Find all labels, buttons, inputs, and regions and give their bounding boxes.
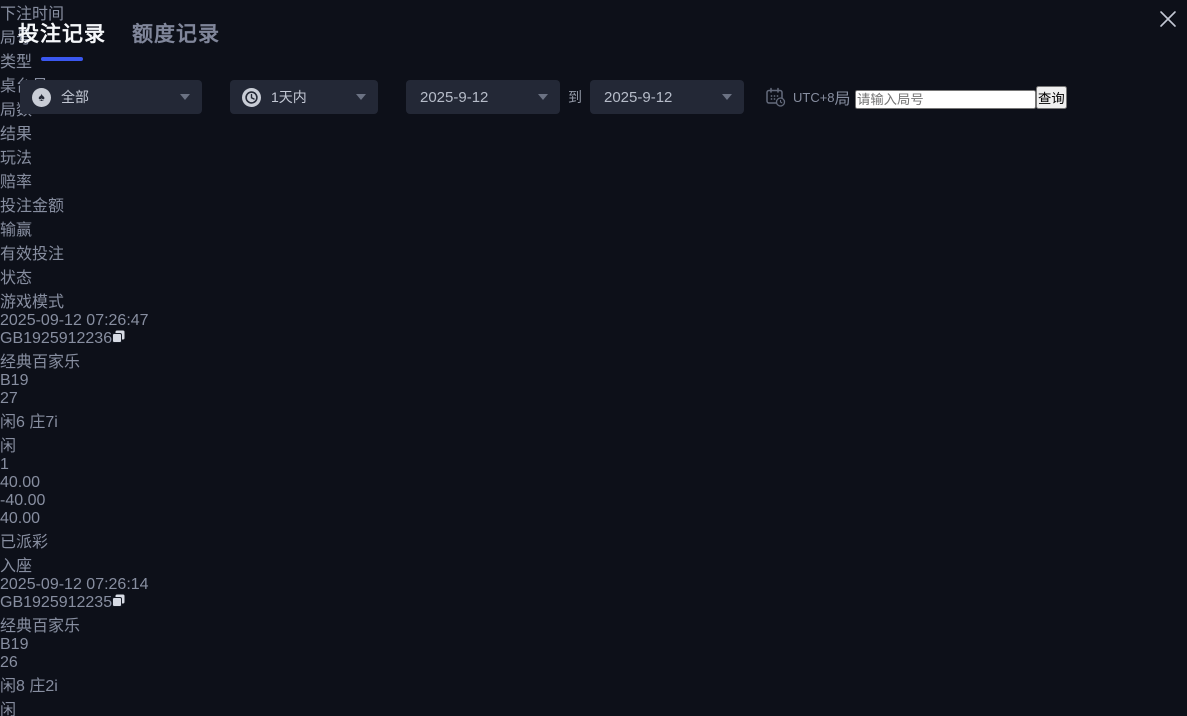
round-id-text: GB1925912236 <box>0 330 113 347</box>
query-button[interactable]: 查询 <box>1036 85 1067 109</box>
cell-odds: 1 <box>0 456 9 473</box>
tab-bar: 投注记录 额度记录 <box>18 18 220 61</box>
game-type-value: 全部 <box>61 89 89 105</box>
column-header: 局号 <box>0 30 33 47</box>
clock-icon <box>242 87 261 107</box>
cell-result: 闲6 庄7i <box>0 408 1187 432</box>
cell-play: 闲 <box>0 702 17 716</box>
timezone-label: UTC+8 <box>793 89 835 105</box>
cell-win-loss: -40.00 <box>0 492 46 509</box>
cell-time: 2025-09-12 07:26:14 <box>0 576 149 593</box>
column-header: 赔率 <box>0 174 33 191</box>
round-number-input[interactable] <box>855 90 1037 109</box>
column-header: 结果 <box>0 126 33 143</box>
cell-play: 闲 <box>0 438 17 455</box>
table-body: 2025-09-12 07:26:47 GB1925912236 经典百家乐 B19 2… <box>0 312 1187 716</box>
column-header: 输赢 <box>0 222 33 239</box>
close-icon[interactable] <box>1157 8 1179 30</box>
cell-round-id: GB1925912236 <box>0 330 1187 348</box>
calendar-clock-icon <box>766 87 786 107</box>
copy-icon[interactable] <box>112 594 125 611</box>
info-icon[interactable]: i <box>54 678 58 695</box>
cell-mode: 入座 <box>0 558 33 575</box>
tab-quota-records[interactable]: 额度记录 <box>132 18 220 61</box>
cell-result: 闲8 庄2i <box>0 672 1187 696</box>
cell-type: 经典百家乐 <box>0 348 1187 372</box>
spade-icon: ♠ <box>32 87 51 107</box>
game-type-text: 经典百家乐 <box>0 354 81 371</box>
date-to-value: 2025-9-12 <box>604 88 673 106</box>
time-range-dropdown[interactable]: 1天内 <box>230 80 378 114</box>
column-header: 下注时间 <box>0 6 65 23</box>
chevron-down-icon <box>180 94 190 100</box>
date-range-to-label: 到 <box>568 89 582 105</box>
column-header: 玩法 <box>0 150 33 167</box>
date-to-picker[interactable]: 2025-9-12 <box>590 80 744 114</box>
game-type-dropdown[interactable]: ♠ 全部 <box>20 80 202 114</box>
cell-valid-bet: 40.00 <box>0 510 41 527</box>
chevron-down-icon <box>538 94 548 100</box>
table-row: 2025-09-12 07:26:14 GB1925912235 经典百家乐 B19 2… <box>0 576 1187 716</box>
cell-table-no: B19 <box>0 372 29 389</box>
round-id-text: GB1925912235 <box>0 594 113 611</box>
column-header: 有效投注 <box>0 246 65 263</box>
cell-round-no: 26 <box>0 654 18 671</box>
chevron-down-icon <box>722 94 732 100</box>
cell-table-no: B19 <box>0 636 29 653</box>
date-from-value: 2025-9-12 <box>420 88 489 106</box>
table-header: 下注时间局号类型桌台号局数结果玩法赔率投注金额输赢有效投注状态游戏模式 <box>0 0 1187 312</box>
round-number-inputbox: 局 <box>834 85 1037 109</box>
tab-label: 额度记录 <box>132 23 220 46</box>
round-char-icon: 局 <box>834 91 851 108</box>
filter-bar: ♠ 全部 1天内 2025-9-12 到 2025-9-12 UTC+8 局 <box>20 80 1067 114</box>
column-header: 类型 <box>0 54 33 71</box>
cell-type: 经典百家乐 <box>0 612 1187 636</box>
copy-icon[interactable] <box>112 330 125 347</box>
date-from-picker[interactable]: 2025-9-12 <box>406 80 560 114</box>
time-range-value: 1天内 <box>271 89 307 105</box>
result-text: 闲6 庄7 <box>0 414 55 431</box>
chevron-down-icon <box>356 94 366 100</box>
table-row: 2025-09-12 07:26:47 GB1925912236 经典百家乐 B19 2… <box>0 312 1187 576</box>
column-header: 投注金额 <box>0 198 65 215</box>
game-type-text: 经典百家乐 <box>0 618 81 635</box>
cell-bet-amount: 40.00 <box>0 474 41 491</box>
cell-status: 已派彩 <box>0 534 49 551</box>
column-header: 游戏模式 <box>0 294 65 311</box>
tab-label: 投注记录 <box>18 23 106 46</box>
cell-round-id: GB1925912235 <box>0 594 1187 612</box>
info-icon[interactable]: i <box>54 414 58 431</box>
tab-active-underline <box>41 57 83 61</box>
tab-bet-records[interactable]: 投注记录 <box>18 18 106 61</box>
cell-time: 2025-09-12 07:26:47 <box>0 312 149 329</box>
result-text: 闲8 庄2 <box>0 678 55 695</box>
column-header: 状态 <box>0 270 33 287</box>
timezone-indicator: UTC+8 <box>765 87 835 107</box>
cell-round-no: 27 <box>0 390 18 407</box>
